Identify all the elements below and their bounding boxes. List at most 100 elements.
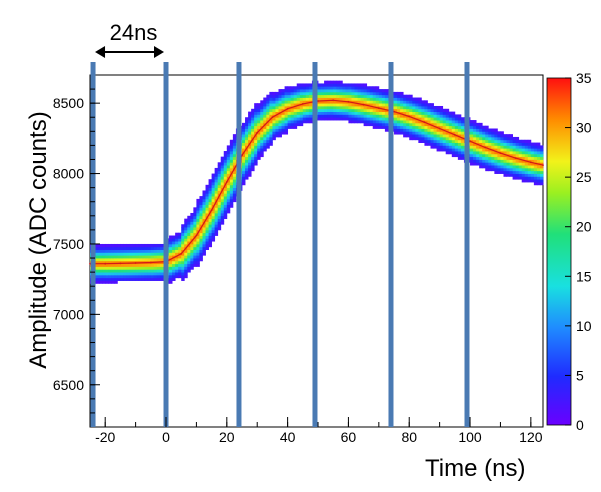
heatmap-bin (217, 227, 222, 231)
heatmap-bin (485, 151, 489, 155)
heatmap-bin (305, 100, 310, 104)
heatmap-bin (272, 122, 276, 127)
heatmap-bin (448, 122, 453, 127)
heatmap-bin (248, 114, 252, 118)
heatmap-bin (284, 131, 289, 135)
heatmap-bin (360, 100, 365, 104)
heatmap-bin (360, 117, 365, 121)
heatmap-bin (321, 103, 325, 107)
heatmap-bin (232, 145, 237, 149)
heatmap-bin (102, 246, 106, 250)
interval-annotation: 24ns (95, 20, 165, 58)
heatmap-bin (397, 91, 401, 96)
heatmap-bin (521, 159, 526, 163)
heatmap-bin (512, 153, 517, 158)
heatmap-bin (99, 260, 103, 265)
heatmap-bin (530, 162, 535, 166)
heatmap-bin (415, 105, 419, 110)
heatmap-bin (539, 159, 544, 163)
heatmap-bin (442, 125, 447, 129)
heatmap-bin (372, 103, 377, 107)
heatmap-bin (245, 131, 249, 135)
heatmap-bin (351, 86, 355, 90)
heatmap-bin (479, 142, 483, 146)
heatmap-bin (433, 105, 437, 110)
heatmap-bin (308, 117, 313, 121)
heatmap-bin (226, 156, 231, 160)
heatmap-bin (509, 136, 513, 141)
heatmap-bin (242, 136, 246, 141)
heatmap-bin (196, 249, 200, 253)
heatmap-bin (102, 274, 106, 279)
heatmap-bin (220, 218, 225, 222)
heatmap-bin (506, 134, 510, 138)
heatmap-bin (232, 159, 237, 163)
heatmap-bin (208, 190, 213, 194)
heatmap-bin (394, 103, 398, 107)
heatmap-bin (308, 120, 313, 124)
heatmap-bin (369, 94, 374, 98)
heatmap-bin (105, 269, 109, 273)
heatmap-bin (363, 86, 368, 90)
heatmap-bin (339, 97, 343, 101)
heatmap-bin (105, 246, 109, 250)
heatmap-bin (506, 170, 510, 174)
heatmap-bin (126, 277, 130, 281)
heatmap-bin (229, 204, 234, 208)
heatmap-bin (324, 108, 328, 113)
heatmap-bin (156, 274, 161, 279)
heatmap-bin (181, 232, 185, 236)
heatmap-bin (199, 235, 203, 239)
heatmap-bin (214, 227, 219, 231)
heatmap-bin (232, 134, 237, 138)
heatmap-bin (324, 94, 328, 98)
heatmap-bin (202, 249, 206, 253)
heatmap-bin (172, 235, 176, 239)
heatmap-bin (226, 204, 231, 208)
heatmap-bin (412, 128, 416, 132)
heatmap-bin (272, 100, 276, 104)
heatmap-bin (254, 159, 258, 163)
heatmap-bin (217, 215, 222, 220)
heatmap-bin (269, 108, 273, 113)
colorbar-tick-label: 20 (576, 219, 592, 235)
heatmap-bin (254, 148, 258, 152)
heatmap-bin (184, 274, 188, 279)
heatmap-bin (214, 204, 219, 208)
heatmap-bin (190, 266, 194, 270)
heatmap-bin (348, 111, 352, 115)
heatmap-bin (205, 210, 209, 214)
heatmap-bin (187, 246, 191, 250)
heatmap-bin (527, 167, 532, 172)
heatmap-bin (448, 134, 453, 138)
heatmap-bin (272, 117, 276, 121)
heatmap-bin (254, 117, 258, 121)
heatmap-bin (281, 100, 285, 104)
profile-point (332, 99, 335, 102)
heatmap-bin (278, 125, 282, 129)
heatmap-bin (169, 277, 173, 281)
heatmap-bin (470, 153, 474, 158)
heatmap-bin (269, 136, 273, 141)
heatmap-bin (491, 131, 495, 135)
heatmap-bin (260, 153, 264, 158)
heatmap-bin (497, 142, 501, 146)
heatmap-bin (293, 91, 298, 96)
heatmap-bin (245, 165, 249, 169)
heatmap-bin (175, 274, 179, 279)
heatmap-bin (515, 167, 520, 172)
heatmap-bin (147, 277, 152, 281)
heatmap-bin (488, 134, 492, 138)
heatmap-bin (181, 274, 185, 279)
heatmap-bin (415, 103, 419, 107)
heatmap-bin (473, 136, 477, 141)
heatmap-bin (135, 272, 140, 276)
heatmap-bin (190, 218, 194, 222)
heatmap-bin (184, 269, 188, 273)
heatmap-bin (196, 198, 200, 203)
heatmap-bin (175, 263, 179, 267)
heatmap-bin (275, 103, 279, 107)
heatmap-bin (409, 114, 413, 118)
heatmap-bin (290, 97, 295, 101)
heatmap-bin (494, 159, 498, 163)
